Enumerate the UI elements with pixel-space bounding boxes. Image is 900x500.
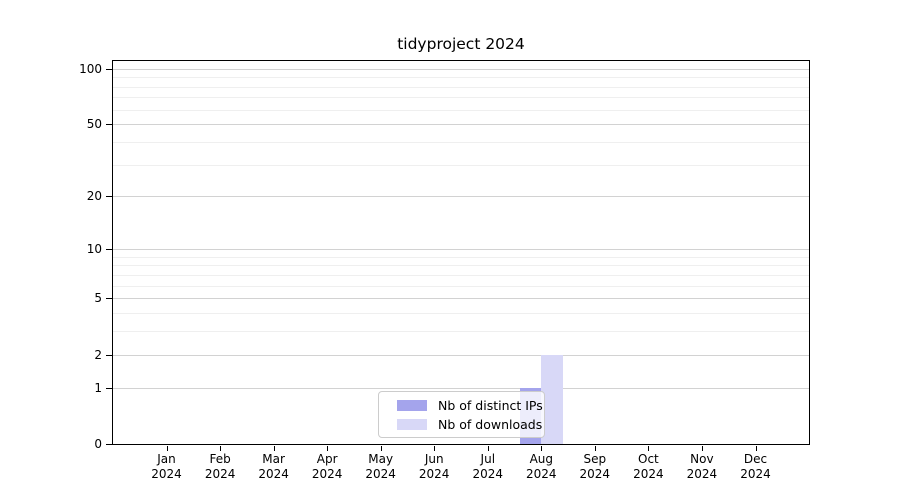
x-tick-label: Aug 2024 [509,452,573,482]
y-tick-label: 50 [86,117,102,132]
chart-title: tidyproject 2024 [397,35,525,53]
gridline-major [113,387,809,389]
y-tick-label: 100 [79,61,102,76]
x-tick-year: 2024 [418,467,450,481]
legend-swatch-distinct-ips [397,399,427,411]
x-tick-mark [755,446,757,451]
x-tick-month: Aug [529,452,554,466]
legend-row: Nb of distinct IPs [397,398,543,413]
x-tick-mark [541,446,543,451]
x-tick-year: 2024 [151,467,182,481]
x-tick-year: 2024 [365,467,396,481]
gridline-major [113,68,809,70]
gridline-minor [113,265,809,267]
x-tick-label: Mar 2024 [242,452,306,482]
gridline-minor [113,109,809,111]
x-tick-month: Apr [316,452,338,466]
x-tick-month: Jul [480,452,496,466]
y-tick-mark [106,298,112,300]
gridline-minor [113,142,809,143]
gridline-major [113,249,809,250]
y-tick-mark [106,387,112,389]
x-tick-month: Nov [690,452,714,466]
x-tick-mark [166,446,168,451]
x-tick-mark [220,446,222,451]
legend-label: Nb of distinct IPs [438,397,543,413]
x-tick-month: Oct [638,452,659,466]
gridline-minor [113,97,809,99]
legend-label: Nb of downloads [438,416,543,432]
bar-downloads [541,354,563,444]
x-tick-label: Oct 2024 [616,452,680,482]
gridline-minor [113,313,809,315]
x-tick-label: May 2024 [349,452,413,482]
gridline-major [113,124,809,126]
gridline-major [113,354,809,356]
x-tick-mark [273,446,275,451]
gridline-minor [113,256,809,258]
x-tick-mark [701,446,703,451]
x-tick-year: 2024 [258,467,289,481]
gridline-minor [113,86,809,88]
x-tick-label: Jun 2024 [402,452,466,482]
x-tick-month: Sep [583,452,607,466]
y-tick-label: 2 [94,347,102,362]
x-tick-year: 2024 [740,467,771,481]
x-tick-mark [594,446,596,451]
x-tick-year: 2024 [686,467,718,481]
x-tick-label: Jan 2024 [135,452,199,482]
x-tick-mark [648,446,650,451]
x-tick-month: Jun [424,452,444,466]
x-tick-label: Apr 2024 [295,452,359,482]
y-tick-label: 10 [86,242,102,256]
gridline-minor [113,164,809,166]
x-tick-mark [380,446,382,451]
x-tick-month: Feb [209,452,231,466]
x-tick-month: May [368,452,394,466]
gridline-minor [113,331,809,333]
x-tick-year: 2024 [204,467,236,481]
x-tick-year: 2024 [311,467,343,481]
legend: Nb of distinct IPs Nb of downloads [378,391,545,438]
x-tick-year: 2024 [579,467,611,481]
y-tick-label: 20 [86,189,102,204]
y-tick-mark [106,124,112,126]
x-tick-mark [434,446,436,451]
y-tick-label: 5 [94,291,102,306]
x-tick-month: Mar [262,452,285,466]
y-tick-mark [106,354,112,356]
gridline-major [113,196,809,198]
plot-area [112,60,810,445]
x-tick-label: Sep 2024 [563,452,627,482]
x-tick-month: Jan [157,452,176,466]
x-tick-mark [327,446,329,451]
x-tick-mark [487,446,489,451]
x-tick-month: Dec [743,452,768,466]
legend-row: Nb of downloads [397,417,542,432]
x-tick-year: 2024 [472,467,504,481]
x-tick-label: Jul 2024 [456,452,520,482]
y-tick-mark [106,249,112,250]
gridline-minor [113,285,809,287]
y-tick-label: 1 [94,380,102,395]
x-tick-label: Dec 2024 [724,452,788,482]
gridline-major [113,298,809,300]
gridline-minor [113,77,809,79]
y-tick-mark [106,444,112,445]
y-tick-mark [106,68,112,70]
gridline-minor [113,274,809,276]
y-tick-mark [106,196,112,198]
y-tick-label: 0 [94,437,102,451]
x-tick-label: Nov 2024 [670,452,734,482]
x-tick-year: 2024 [633,467,664,481]
legend-swatch-downloads [397,418,427,430]
x-tick-year: 2024 [526,467,557,481]
x-tick-label: Feb 2024 [188,452,252,482]
